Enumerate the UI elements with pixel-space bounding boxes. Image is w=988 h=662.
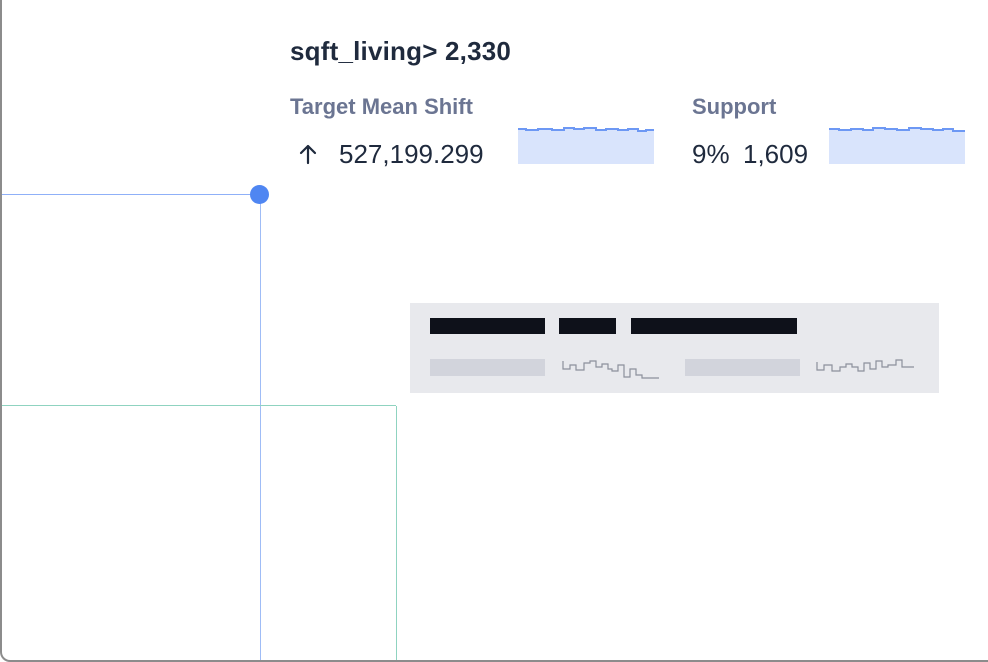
placeholder-sparkline-2 — [816, 359, 914, 372]
arrow-up-icon — [299, 144, 317, 165]
rule-title: sqft_living> 2,330 — [290, 36, 512, 66]
target-mean-shift-sparkline — [518, 127, 654, 164]
support-count: 1,609 — [743, 139, 809, 169]
support-percent: 9% — [692, 139, 730, 169]
placeholder-sparkline-1 — [562, 360, 659, 379]
rule-preview-card[interactable] — [410, 303, 939, 393]
support-sparkline — [829, 127, 965, 164]
secondary-guide-horizontal — [2, 405, 396, 406]
placeholder-title-segment-1 — [430, 318, 545, 334]
support-label: Support — [692, 94, 777, 119]
threshold-guide-horizontal — [2, 194, 260, 195]
target-mean-shift-label: Target Mean Shift — [290, 94, 473, 119]
placeholder-title-segment-3 — [631, 318, 797, 334]
placeholder-metric-1 — [430, 359, 545, 376]
target-mean-shift-value: 527,199.299 — [339, 139, 484, 169]
selected-point-marker[interactable] — [250, 185, 269, 204]
threshold-guide-vertical — [260, 195, 261, 660]
placeholder-title-segment-2 — [559, 318, 616, 334]
secondary-guide-vertical — [396, 406, 397, 660]
placeholder-metric-2 — [685, 359, 800, 376]
